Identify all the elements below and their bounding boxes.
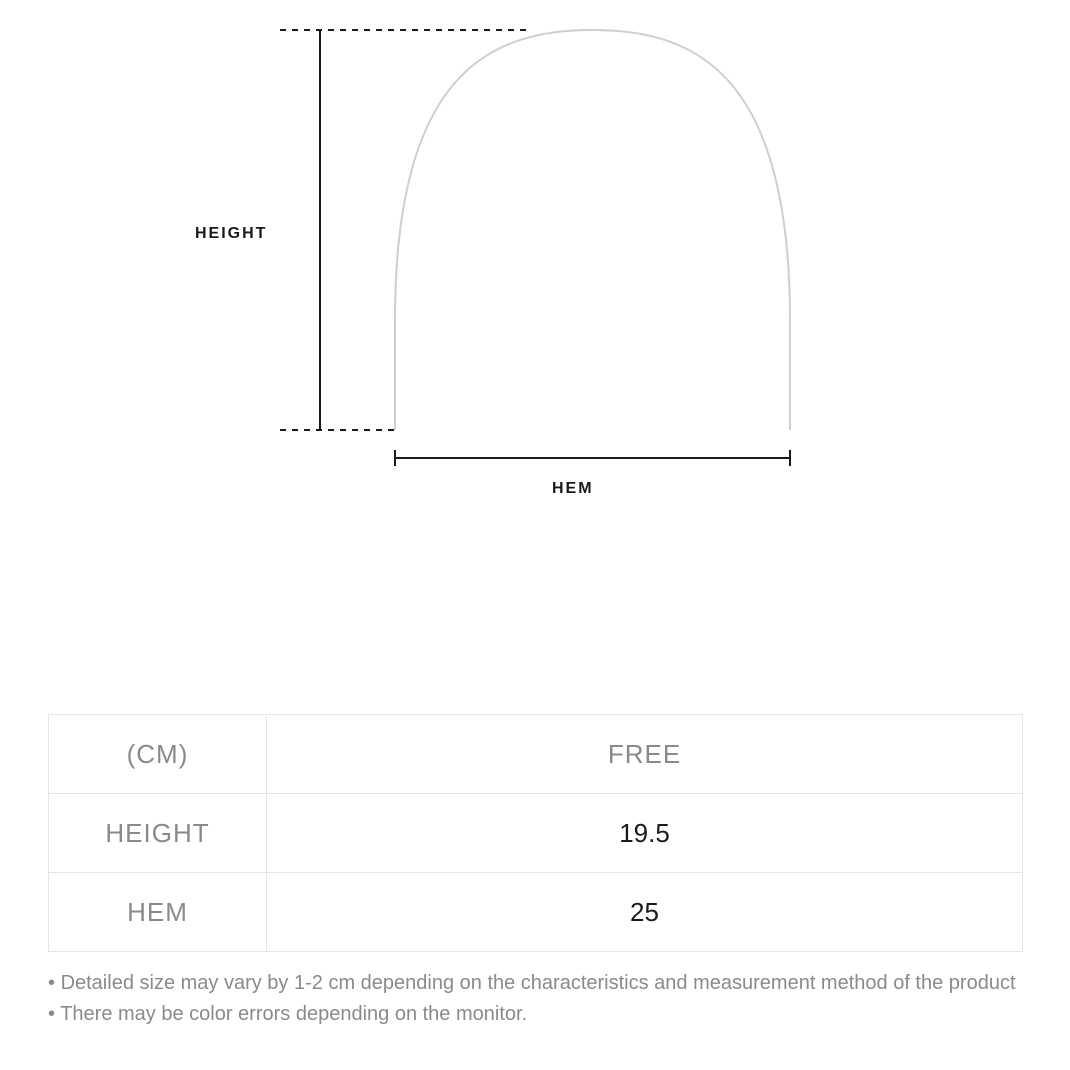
hem-label: HEM (552, 480, 594, 498)
cell-hem-free: 25 (267, 873, 1023, 952)
table-header-unit: (CM) (49, 715, 267, 794)
beanie-diagram (0, 0, 1070, 560)
size-guide: HEIGHT HEM (CM) FREE HEIGHT 19.5 HEM 25 … (0, 0, 1070, 1070)
beanie-outline (395, 30, 790, 430)
note-line: There may be color errors depending on t… (48, 999, 1016, 1030)
table-row: HEIGHT 19.5 (49, 794, 1023, 873)
size-notes: Detailed size may vary by 1-2 cm dependi… (48, 968, 1016, 1030)
table-row: HEM 25 (49, 873, 1023, 952)
row-label-height: HEIGHT (49, 794, 267, 873)
table-header-free: FREE (267, 715, 1023, 794)
cell-height-free: 19.5 (267, 794, 1023, 873)
note-line: Detailed size may vary by 1-2 cm dependi… (48, 968, 1016, 999)
table-header-row: (CM) FREE (49, 715, 1023, 794)
row-label-hem: HEM (49, 873, 267, 952)
height-label: HEIGHT (195, 225, 267, 243)
size-table: (CM) FREE HEIGHT 19.5 HEM 25 (48, 714, 1023, 952)
